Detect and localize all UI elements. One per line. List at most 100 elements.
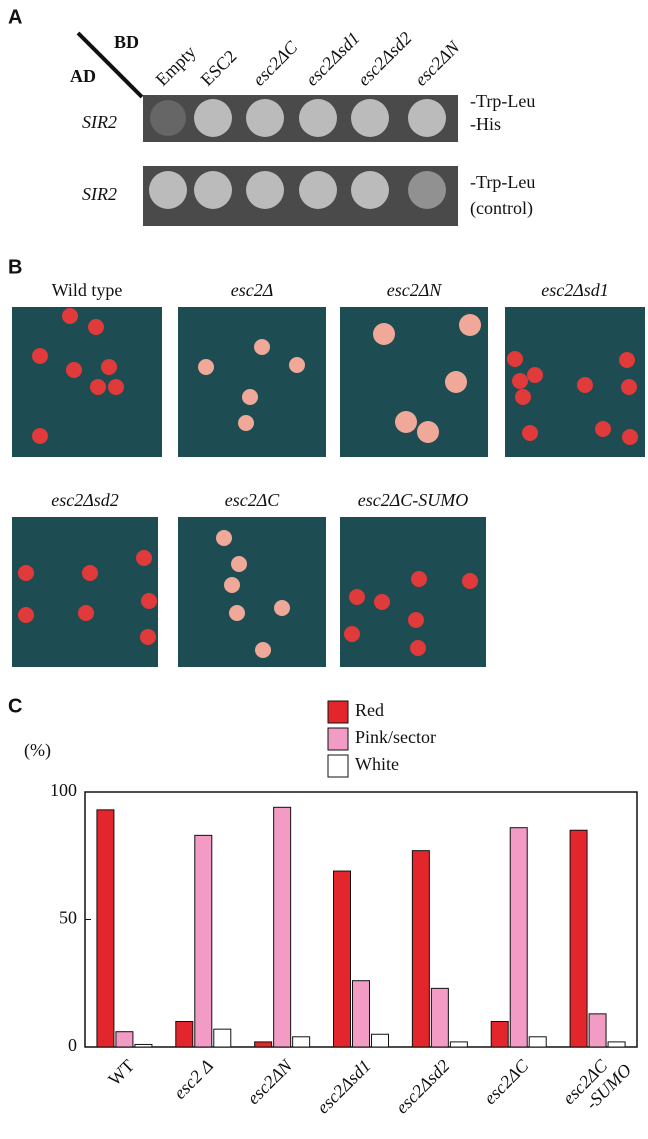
- bar: [96, 809, 115, 1048]
- bd-label: BD: [114, 32, 139, 52]
- colony: [622, 429, 638, 445]
- x-tick-label: esc2 Δ: [170, 1056, 217, 1103]
- legend-label: Red: [355, 700, 384, 720]
- condition: -His: [470, 114, 501, 134]
- colony: [527, 367, 543, 383]
- plate-label: esc2Δsd1: [541, 280, 609, 300]
- column-header: Empty: [152, 42, 200, 90]
- x-tick-label: esc2ΔC: [480, 1055, 533, 1108]
- x-tick-label: esc2ΔC-SUMO: [559, 1046, 636, 1123]
- colony: [459, 314, 481, 336]
- colony: [619, 352, 635, 368]
- y-tick-label: 100: [50, 780, 77, 800]
- spot: [408, 171, 446, 209]
- spot: [150, 100, 186, 136]
- legend-swatch: [327, 754, 349, 778]
- column-header: esc2ΔC: [249, 36, 302, 89]
- panel-label: B: [8, 256, 22, 278]
- row-label: SIR2: [82, 184, 117, 204]
- column-header: esc2Δsd1: [302, 28, 364, 90]
- legend-label: White: [355, 754, 399, 774]
- legend-swatch: [327, 700, 349, 724]
- bar: [569, 829, 588, 1048]
- bar: [607, 1041, 626, 1048]
- bar: [333, 870, 351, 1048]
- colony: [141, 593, 157, 609]
- colony: [462, 573, 478, 589]
- bar: [490, 1021, 509, 1048]
- legend-swatch: [327, 727, 349, 751]
- colony: [408, 612, 424, 628]
- colony: [395, 411, 417, 433]
- colony: [344, 626, 360, 642]
- plate: [178, 307, 326, 457]
- y-tick-label: 0: [68, 1035, 77, 1055]
- colony: [32, 348, 48, 364]
- x-tick-label: WT: [104, 1056, 138, 1090]
- colony: [522, 425, 538, 441]
- bar: [194, 834, 213, 1048]
- bar: [115, 1031, 134, 1048]
- bar: [371, 1033, 389, 1048]
- colony: [507, 351, 523, 367]
- bar: [352, 980, 370, 1048]
- bar: [273, 806, 292, 1048]
- colony: [231, 556, 247, 572]
- colony: [410, 640, 426, 656]
- colony: [136, 550, 152, 566]
- bar: [588, 1013, 607, 1048]
- bar: [449, 1041, 468, 1048]
- colony: [101, 359, 117, 375]
- plate: [178, 517, 326, 667]
- spot: [194, 99, 232, 137]
- colony: [373, 323, 395, 345]
- colony: [90, 379, 106, 395]
- bar: [134, 1043, 153, 1048]
- colony: [411, 571, 427, 587]
- plate-label: esc2ΔC: [225, 490, 281, 510]
- column-header: ESC2: [197, 46, 241, 90]
- plate: [12, 517, 158, 667]
- colony: [289, 357, 305, 373]
- colony: [595, 421, 611, 437]
- spot: [246, 99, 284, 137]
- spot: [194, 171, 232, 209]
- bar: [213, 1028, 232, 1048]
- bar: [175, 1021, 194, 1048]
- colony: [224, 577, 240, 593]
- colony: [78, 605, 94, 621]
- colony: [198, 359, 214, 375]
- divider: [76, 31, 144, 99]
- condition: (control): [470, 198, 533, 219]
- spot: [351, 171, 389, 209]
- bar: [411, 850, 430, 1048]
- y-axis-label: (%): [24, 740, 51, 761]
- plate-label: esc2ΔC-SUMO: [358, 490, 469, 510]
- plate-label: Wild type: [52, 280, 123, 300]
- colony: [512, 373, 528, 389]
- spot: [246, 171, 284, 209]
- colony: [242, 389, 258, 405]
- plate-label: esc2Δsd2: [51, 490, 119, 510]
- colony: [349, 589, 365, 605]
- ad-label: AD: [70, 66, 96, 86]
- colony: [417, 421, 439, 443]
- bar: [430, 987, 449, 1048]
- x-tick-label: esc2ΔN: [243, 1055, 296, 1108]
- colony: [255, 642, 271, 658]
- colony: [515, 389, 531, 405]
- spot: [299, 99, 337, 137]
- colony: [229, 605, 245, 621]
- condition: -Trp-Leu: [470, 91, 535, 111]
- column-header: esc2ΔN: [411, 36, 464, 89]
- plate-label: esc2Δ: [231, 280, 274, 300]
- colony: [18, 565, 34, 581]
- spot: [351, 99, 389, 137]
- colony: [216, 530, 232, 546]
- colony: [88, 319, 104, 335]
- colony: [238, 415, 254, 431]
- spot: [149, 171, 187, 209]
- plate-label: esc2ΔN: [387, 280, 443, 300]
- colony: [445, 371, 467, 393]
